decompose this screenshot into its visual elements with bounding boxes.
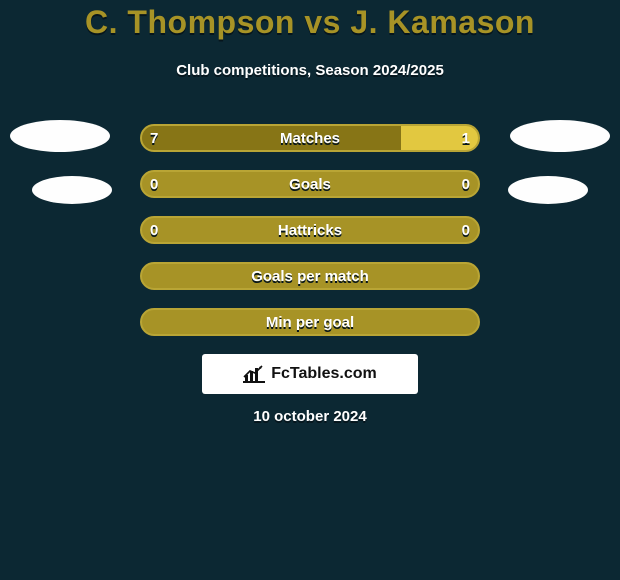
player-photo-left [10, 120, 110, 152]
stat-bar-fill-left [142, 126, 401, 150]
stat-bar-track [140, 308, 480, 336]
stat-bar-track [140, 170, 480, 198]
player-photo-right [510, 120, 610, 152]
branding-badge: FcTables.com [202, 354, 418, 394]
club-badge-right [508, 176, 588, 204]
stat-row: Goals00 [140, 170, 480, 198]
stat-row: Matches71 [140, 124, 480, 152]
stat-bar-track [140, 216, 480, 244]
subtitle: Club competitions, Season 2024/2025 [0, 62, 620, 79]
comparison-infographic: C. Thompson vs J. Kamason C. Thompson vs… [0, 0, 620, 580]
stats-bars: Matches71 Goals00 Hattricks00 Goals per mat… [140, 124, 480, 354]
title-player-left: C. Thompson [85, 4, 295, 40]
page-title: C. Thompson vs J. Kamason C. Thompson vs… [0, 4, 620, 41]
stat-row: Hattricks00 [140, 216, 480, 244]
stat-row: Min per goal [140, 308, 480, 336]
title-vs: vs [304, 4, 341, 40]
stat-row: Goals per match [140, 262, 480, 290]
club-badge-left [32, 176, 112, 204]
stat-bar-fill-right [401, 126, 478, 150]
title-player-right: J. Kamason [350, 4, 535, 40]
chart-icon [243, 365, 265, 383]
stat-bar-track [140, 124, 480, 152]
branding-label: FcTables.com [271, 365, 377, 383]
generation-date: 10 october 2024 [0, 408, 620, 425]
stat-bar-track [140, 262, 480, 290]
